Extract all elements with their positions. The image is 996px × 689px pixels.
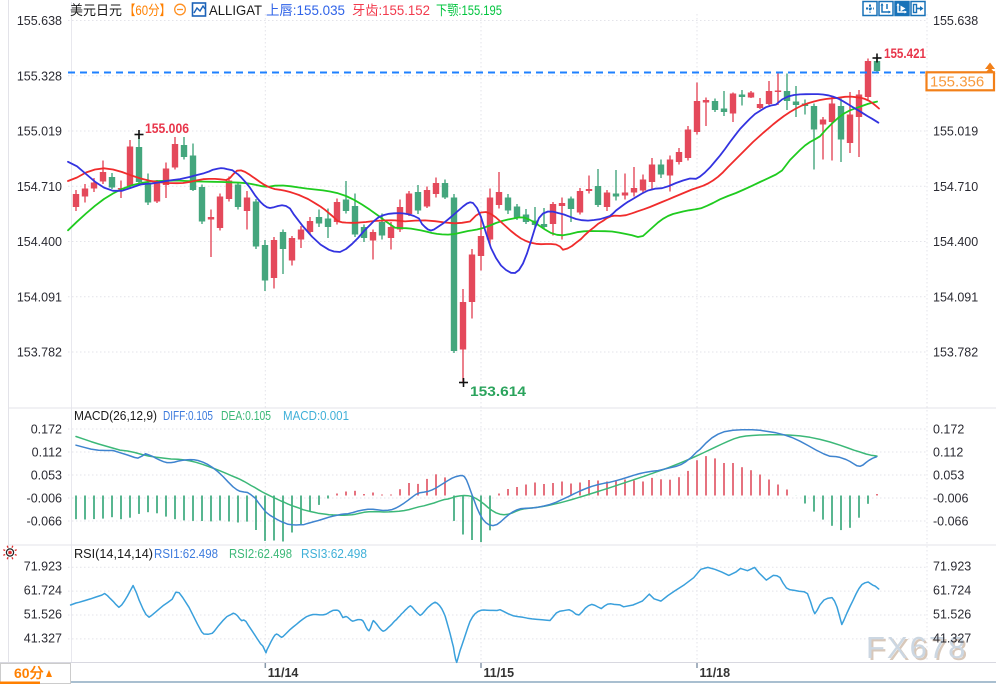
svg-text:154.091: 154.091 [933, 290, 978, 304]
svg-text:0.053: 0.053 [31, 469, 62, 483]
svg-text:155.638: 155.638 [17, 14, 62, 28]
svg-text:上唇:155.035: 上唇:155.035 [266, 3, 345, 18]
svg-text:11/15: 11/15 [484, 666, 515, 680]
svg-text:FX678: FX678 [866, 630, 967, 665]
svg-text:DEA:0.105: DEA:0.105 [221, 409, 271, 423]
svg-text:11/14: 11/14 [268, 666, 299, 680]
svg-text:71.923: 71.923 [24, 560, 62, 574]
svg-text:154.091: 154.091 [17, 290, 62, 304]
svg-text:-0.006: -0.006 [933, 492, 968, 506]
svg-text:155.019: 155.019 [17, 125, 62, 139]
svg-text:RSI(14,14,14): RSI(14,14,14) [74, 547, 153, 561]
svg-text:60分: 60分 [14, 665, 44, 681]
svg-text:41.327: 41.327 [24, 631, 62, 645]
svg-text:【60分】: 【60分】 [124, 3, 171, 18]
svg-text:71.923: 71.923 [933, 560, 971, 574]
svg-text:61.724: 61.724 [933, 584, 971, 598]
svg-text:牙齿:155.152: 牙齿:155.152 [352, 3, 430, 18]
svg-text:0.172: 0.172 [31, 423, 62, 437]
svg-text:154.400: 154.400 [933, 235, 978, 249]
svg-text:155.006: 155.006 [145, 121, 189, 136]
svg-text:155.638: 155.638 [933, 14, 978, 28]
svg-text:51.526: 51.526 [24, 607, 62, 621]
svg-text:-0.006: -0.006 [27, 492, 62, 506]
svg-text:0.053: 0.053 [933, 469, 964, 483]
svg-text:155.019: 155.019 [933, 125, 978, 139]
svg-text:RSI3:62.498: RSI3:62.498 [301, 547, 367, 561]
svg-text:下颚:155.195: 下颚:155.195 [436, 3, 502, 18]
svg-text:153.782: 153.782 [933, 346, 978, 360]
svg-text:0.112: 0.112 [32, 446, 62, 460]
svg-text:153.614: 153.614 [470, 384, 527, 399]
svg-text:155.328: 155.328 [17, 69, 62, 83]
svg-text:MACD(26,12,9): MACD(26,12,9) [74, 409, 157, 423]
svg-text:MACD:0.001: MACD:0.001 [283, 409, 349, 423]
svg-text:154.710: 154.710 [933, 180, 978, 194]
svg-text:41.327: 41.327 [933, 631, 971, 645]
svg-text:-0.066: -0.066 [27, 515, 62, 529]
svg-text:0.172: 0.172 [933, 423, 964, 437]
svg-text:ALLIGAT: ALLIGAT [209, 3, 262, 18]
svg-text:RSI2:62.498: RSI2:62.498 [229, 547, 292, 561]
svg-text:61.724: 61.724 [24, 584, 62, 598]
svg-text:153.782: 153.782 [17, 346, 62, 360]
svg-text:154.710: 154.710 [17, 180, 62, 194]
svg-text:FX678: FX678 [868, 632, 969, 667]
svg-text:155.356: 155.356 [930, 74, 984, 91]
svg-text:RSI1:62.498: RSI1:62.498 [154, 547, 218, 561]
svg-text:-0.066: -0.066 [933, 515, 968, 529]
svg-text:51.526: 51.526 [933, 607, 971, 621]
svg-text:11/18: 11/18 [700, 666, 731, 680]
svg-text:155.421: 155.421 [884, 46, 926, 61]
svg-text:美元日元: 美元日元 [70, 3, 122, 18]
svg-text:154.400: 154.400 [17, 235, 62, 249]
svg-text:0.112: 0.112 [933, 446, 963, 460]
svg-text:DIFF:0.105: DIFF:0.105 [163, 409, 213, 423]
